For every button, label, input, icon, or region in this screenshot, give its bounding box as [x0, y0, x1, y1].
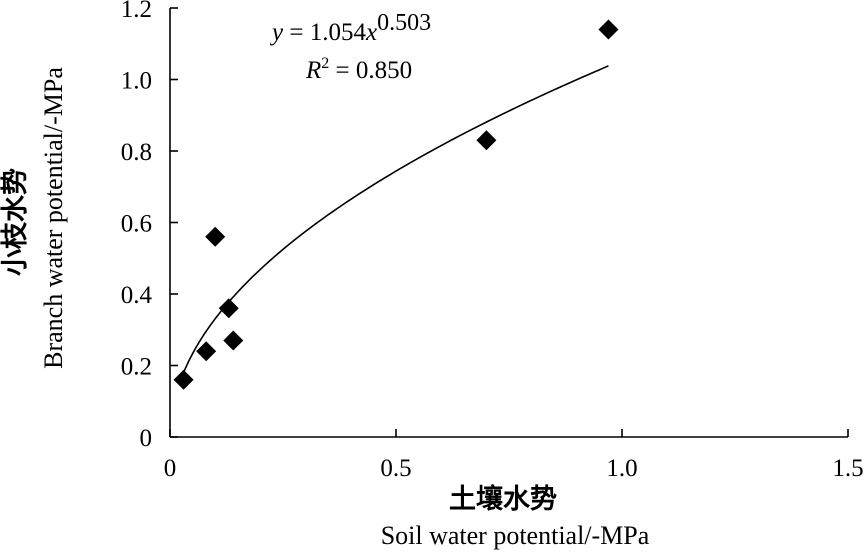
y-tick-label: 1.0: [121, 68, 152, 95]
fit-equation-x: x: [365, 19, 377, 46]
data-point-diamond: [218, 298, 239, 319]
r-squared-symbol: R: [305, 57, 321, 84]
y-tick-label: 0.8: [121, 139, 152, 166]
data-points: [173, 19, 619, 390]
fit-equation-exponent: 0.503: [377, 10, 431, 36]
y-tick-label: 0: [140, 425, 153, 452]
x-axis-label-chinese: 土壤水势: [449, 483, 557, 514]
axes: [169, 7, 849, 438]
x-tick-label: 0.5: [380, 455, 411, 482]
data-point-diamond: [598, 19, 619, 40]
fit-equation-coefficient: = 1.054: [283, 19, 366, 46]
r-squared-superscript: 2: [321, 55, 329, 72]
data-point-diamond: [196, 341, 217, 362]
y-axis-label-english: Branch water potential/-MPa: [39, 67, 68, 369]
data-point-diamond: [205, 226, 226, 247]
y-tick-labels: 0 0.2 0.4 0.6 0.8 1.0 1.2: [121, 0, 153, 452]
fit-r-squared: R2 = 0.850: [305, 55, 412, 84]
x-tick-labels: 0 0.5 1.0 1.5: [164, 455, 864, 482]
x-tick-label: 1.5: [832, 455, 863, 482]
x-tick-label: 0: [164, 455, 177, 482]
x-tick-label: 1.0: [606, 455, 637, 482]
x-axis-label-english: Soil water potential/-MPa: [381, 521, 650, 550]
trendline-power-fit: [182, 65, 609, 373]
y-tick-label: 0.2: [121, 354, 152, 381]
fit-equation-y: y: [269, 19, 284, 46]
fit-equation: y = 1.054x0.503: [269, 10, 431, 46]
y-tick-label: 0.4: [121, 282, 153, 309]
r-squared-value: = 0.850: [329, 57, 412, 84]
y-tick-label: 1.2: [121, 0, 152, 23]
data-point-diamond: [223, 330, 244, 351]
data-point-diamond: [173, 369, 194, 390]
y-axis-label-chinese: 小枝水势: [0, 168, 30, 276]
y-tick-label: 0.6: [121, 211, 152, 238]
data-point-diamond: [476, 130, 497, 151]
